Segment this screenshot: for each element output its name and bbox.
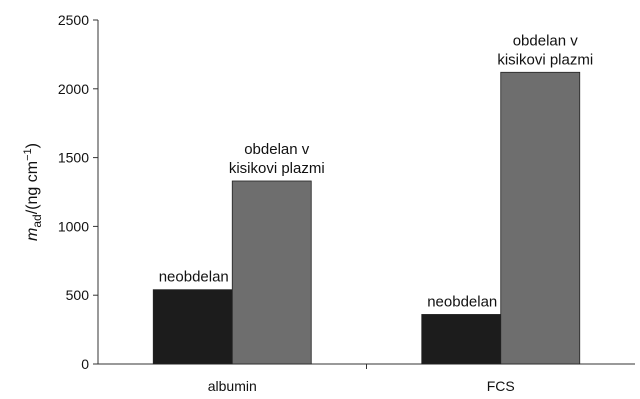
bar-FCS-series-1: [421, 314, 502, 365]
bar-FCS-series-2: [500, 71, 581, 365]
bar-labels: neobdelan obdelan v kisikovi plazmi neobdel…: [159, 32, 593, 310]
y-tick-label: 1500: [58, 150, 89, 166]
bar-albumin-series-1: [152, 289, 233, 365]
x-ticks: albumin FCS: [208, 364, 515, 394]
x-axis: albumin FCS: [98, 363, 635, 394]
x-category-label: albumin: [208, 378, 257, 394]
bar-albumin-series-2: [231, 180, 312, 365]
bar-label: obdelan v kisikovi plazmi: [497, 32, 593, 68]
y-tick-label: 0: [81, 356, 89, 372]
y-axis-label-symbol: m: [24, 228, 41, 241]
y-axis-label-close: ): [24, 143, 41, 148]
y-ticks: 0 500 1000 1500 2000 2500: [58, 12, 98, 372]
y-axis-label-unit: /(ng cm: [24, 161, 41, 214]
y-axis: 0 500 1000 1500 2000 2500: [58, 12, 99, 372]
bar-label: obdelan v kisikovi plazmi: [229, 141, 325, 177]
bars: [152, 71, 581, 365]
bar-label: neobdelan: [427, 293, 497, 310]
y-axis-label: mad/(ng cm−1): [22, 143, 44, 241]
y-tick-label: 500: [66, 287, 90, 303]
bar-label: neobdelan: [159, 269, 229, 286]
y-axis-label-subscript: ad: [30, 214, 44, 227]
x-category-label: FCS: [487, 378, 515, 394]
y-axis-label-superscript: −1: [22, 148, 34, 161]
y-tick-label: 2500: [58, 12, 89, 28]
y-tick-label: 1000: [58, 218, 89, 234]
y-tick-label: 2000: [58, 81, 89, 97]
